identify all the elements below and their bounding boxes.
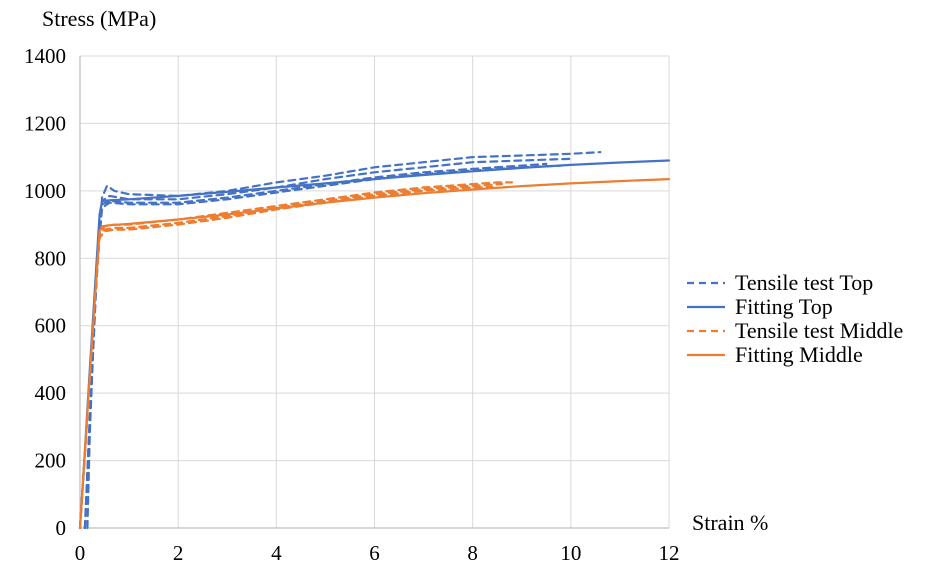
x-tick-label: 2 <box>173 541 184 565</box>
y-tick-label: 200 <box>35 449 67 473</box>
legend-label: Tensile test Middle <box>735 318 903 343</box>
y-tick-labels: 0 200 400 600 800 1000 1200 1400 <box>24 44 66 540</box>
y-tick-label: 600 <box>35 314 67 338</box>
x-tick-label: 10 <box>560 541 581 565</box>
x-tick-label: 8 <box>467 541 478 565</box>
y-tick-label: 1000 <box>24 179 66 203</box>
series-fitting-middle <box>78 178 671 530</box>
y-tick-label: 800 <box>35 246 67 270</box>
legend-label: Fitting Top <box>735 294 833 319</box>
y-tick-label: 0 <box>56 516 67 540</box>
grid <box>80 55 670 528</box>
series-line <box>78 178 671 530</box>
x-axis-title: Strain % <box>692 510 768 535</box>
y-axis-title: Stress (MPa) <box>42 6 156 31</box>
series-line <box>78 183 504 530</box>
y-tick-label: 1200 <box>24 111 66 135</box>
series-line <box>78 185 494 530</box>
y-tick-label: 1400 <box>24 44 66 68</box>
y-tick-label: 400 <box>35 381 67 405</box>
legend-label: Fitting Middle <box>735 342 863 367</box>
x-tick-labels: 0 2 4 6 8 10 12 <box>75 541 680 565</box>
plot-area <box>78 151 671 530</box>
axes <box>79 56 669 529</box>
x-tick-label: 6 <box>369 541 380 565</box>
x-tick-label: 0 <box>75 541 86 565</box>
x-tick-label: 12 <box>659 541 680 565</box>
legend-label: Tensile test Top <box>735 270 873 295</box>
x-tick-label: 4 <box>271 541 282 565</box>
